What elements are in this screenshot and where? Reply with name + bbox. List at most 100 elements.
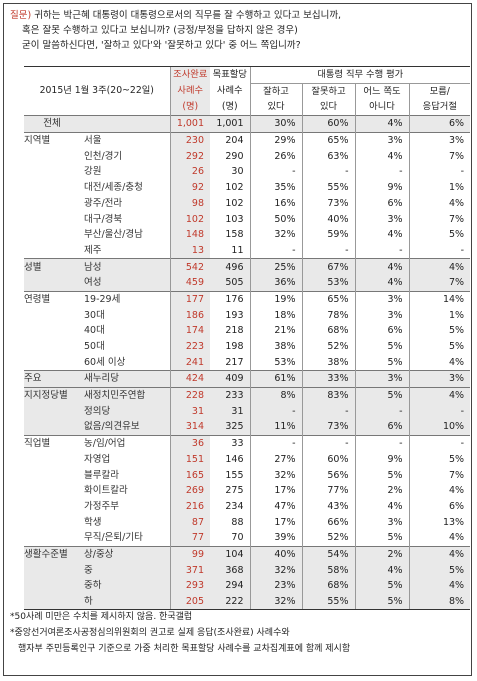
good-cell: 32%	[249, 467, 303, 483]
table-row: 인천/경기 292 290 26% 63% 4% 7%	[24, 148, 471, 165]
question-tag: 질문)	[10, 10, 32, 21]
good-cell: 32%	[249, 562, 303, 578]
group-cell: 전체	[24, 115, 80, 133]
complete-count-cell: 314	[169, 419, 211, 436]
complete-count-cell: 177	[169, 290, 211, 308]
complete-count-cell: 459	[169, 274, 211, 292]
complete-count-cell: 77	[169, 529, 211, 547]
group-cell	[24, 593, 80, 611]
complete-count-cell: 36	[169, 434, 211, 452]
subgroup-cell: 가정주부	[84, 500, 119, 512]
group-cell	[24, 578, 80, 594]
table-row: 중 371 368 32% 58% 4% 5%	[24, 562, 471, 578]
neither-cell: 5%	[354, 529, 410, 547]
complete-count-cell: 148	[169, 226, 211, 243]
neither-cell: 4%	[354, 148, 410, 165]
target-count-cell: 217	[225, 356, 244, 368]
dk-cell: 5%	[408, 338, 471, 355]
bad-cell: 65%	[301, 290, 356, 308]
dk-header-2: 응답거절	[408, 99, 471, 116]
good-cell: 19%	[249, 290, 303, 308]
table-row: 대구/경북 102 103 50% 40% 3% 7%	[24, 211, 471, 227]
good-cell: -	[249, 434, 303, 452]
target-header-3: (명)	[221, 101, 238, 113]
target-count-cell: 368	[210, 562, 251, 578]
dk-cell: 3%	[408, 131, 471, 149]
header-row-3: (명) (명) 있다 있다 아니다 응답거절	[24, 99, 471, 116]
subgroup-cell: 자영업	[84, 453, 111, 465]
target-count-cell: 204	[210, 131, 251, 149]
bad-cell: 55%	[301, 179, 356, 196]
complete-count-cell: 1,001	[169, 115, 211, 133]
dk-cell: 6%	[408, 498, 471, 515]
bad-cell: 66%	[301, 514, 356, 530]
good-cell: 29%	[249, 131, 303, 149]
good-header: 잘하고	[249, 82, 303, 100]
dk-cell: 5%	[408, 562, 471, 578]
complete-count-cell: 87	[169, 514, 211, 530]
group-cell	[24, 323, 80, 339]
target-count-cell: 193	[225, 309, 244, 321]
table-row: 화이트칼라 269 275 17% 77% 2% 4%	[24, 482, 471, 499]
group-cell	[24, 562, 80, 578]
complete-count-cell: 228	[169, 386, 211, 404]
neither-cell: 5%	[354, 578, 410, 594]
target-count-cell: 33	[210, 434, 251, 452]
group-cell: 지역별	[24, 131, 80, 149]
good-cell: 36%	[249, 274, 303, 292]
complete-count-cell: 542	[169, 258, 211, 275]
good-cell: 61%	[249, 370, 303, 388]
good-cell: 18%	[249, 307, 303, 323]
target-header: 목표할당	[210, 66, 251, 84]
neither-cell: 4%	[354, 226, 410, 243]
footnotes: *50사례 미만은 수치를 제시하지 않음. 한국갤럽 *중앙선거여론조사공정심…	[10, 609, 468, 657]
neither-cell: -	[354, 164, 410, 180]
complete-count-cell: 223	[169, 338, 211, 355]
good-cell: 50%	[249, 211, 303, 227]
bad-cell: 68%	[301, 323, 356, 339]
target-count-cell: 496	[210, 258, 251, 275]
complete-header-3: (명)	[169, 99, 211, 116]
subgroup-cell: 강원	[84, 166, 102, 178]
group-cell: 성별	[24, 258, 80, 275]
subgroup-cell: 중	[80, 562, 171, 578]
group-cell	[24, 419, 80, 436]
bad-cell: 73%	[301, 195, 356, 212]
table-row: 생활수준별 상/중상 99 104 40% 54% 2% 4%	[24, 545, 471, 563]
table-row: 여성 459 505 36% 53% 4% 7%	[24, 274, 471, 292]
period-header: 2015년 1월 3주(20~22일)	[24, 65, 171, 116]
bad-cell: -	[301, 434, 356, 452]
complete-count-cell: 98	[169, 195, 211, 212]
good-cell: 8%	[249, 386, 303, 404]
group-cell	[24, 403, 80, 420]
group-cell: 지지정당별	[24, 386, 80, 404]
complete-count-cell: 371	[169, 562, 211, 578]
group-cell: 연령별	[24, 290, 80, 308]
dk-cell: 1%	[408, 179, 471, 196]
neither-cell: -	[354, 242, 410, 259]
bad-cell: 83%	[301, 386, 356, 404]
dk-cell: 7%	[408, 274, 471, 292]
subgroup-cell: 무직/은퇴/기타	[84, 532, 143, 544]
target-count-cell: 158	[225, 229, 244, 241]
question-line-1: 귀하는 박근혜 대통령이 대통령으로서의 직무를 잘 수행하고 있다고 보십니까…	[34, 10, 342, 21]
good-cell: 40%	[249, 545, 303, 563]
target-count-cell: 505	[210, 274, 251, 292]
target-count-cell: 290	[225, 150, 244, 162]
subgroup-cell: 화이트칼라	[84, 485, 128, 497]
complete-count-cell: 102	[169, 211, 211, 227]
target-count-cell: 102	[225, 182, 244, 194]
group-cell	[24, 180, 80, 196]
group-cell	[24, 452, 80, 468]
dk-cell: 10%	[408, 419, 471, 436]
good-header-2: 있다	[249, 99, 303, 116]
neither-header-2: 아니다	[354, 99, 410, 116]
table-row: 주요 새누리당 424 409 61% 33% 3% 3%	[24, 370, 471, 388]
complete-count-cell: 293	[169, 578, 211, 594]
target-count-cell: 146	[225, 453, 244, 465]
dk-cell: 6%	[408, 115, 471, 133]
table-row: 없음/의견유보 314 325 11% 73% 6% 10%	[24, 419, 471, 436]
complete-count-cell: 99	[169, 545, 211, 563]
dk-cell: 7%	[408, 148, 471, 165]
complete-count-cell: 424	[169, 370, 211, 388]
